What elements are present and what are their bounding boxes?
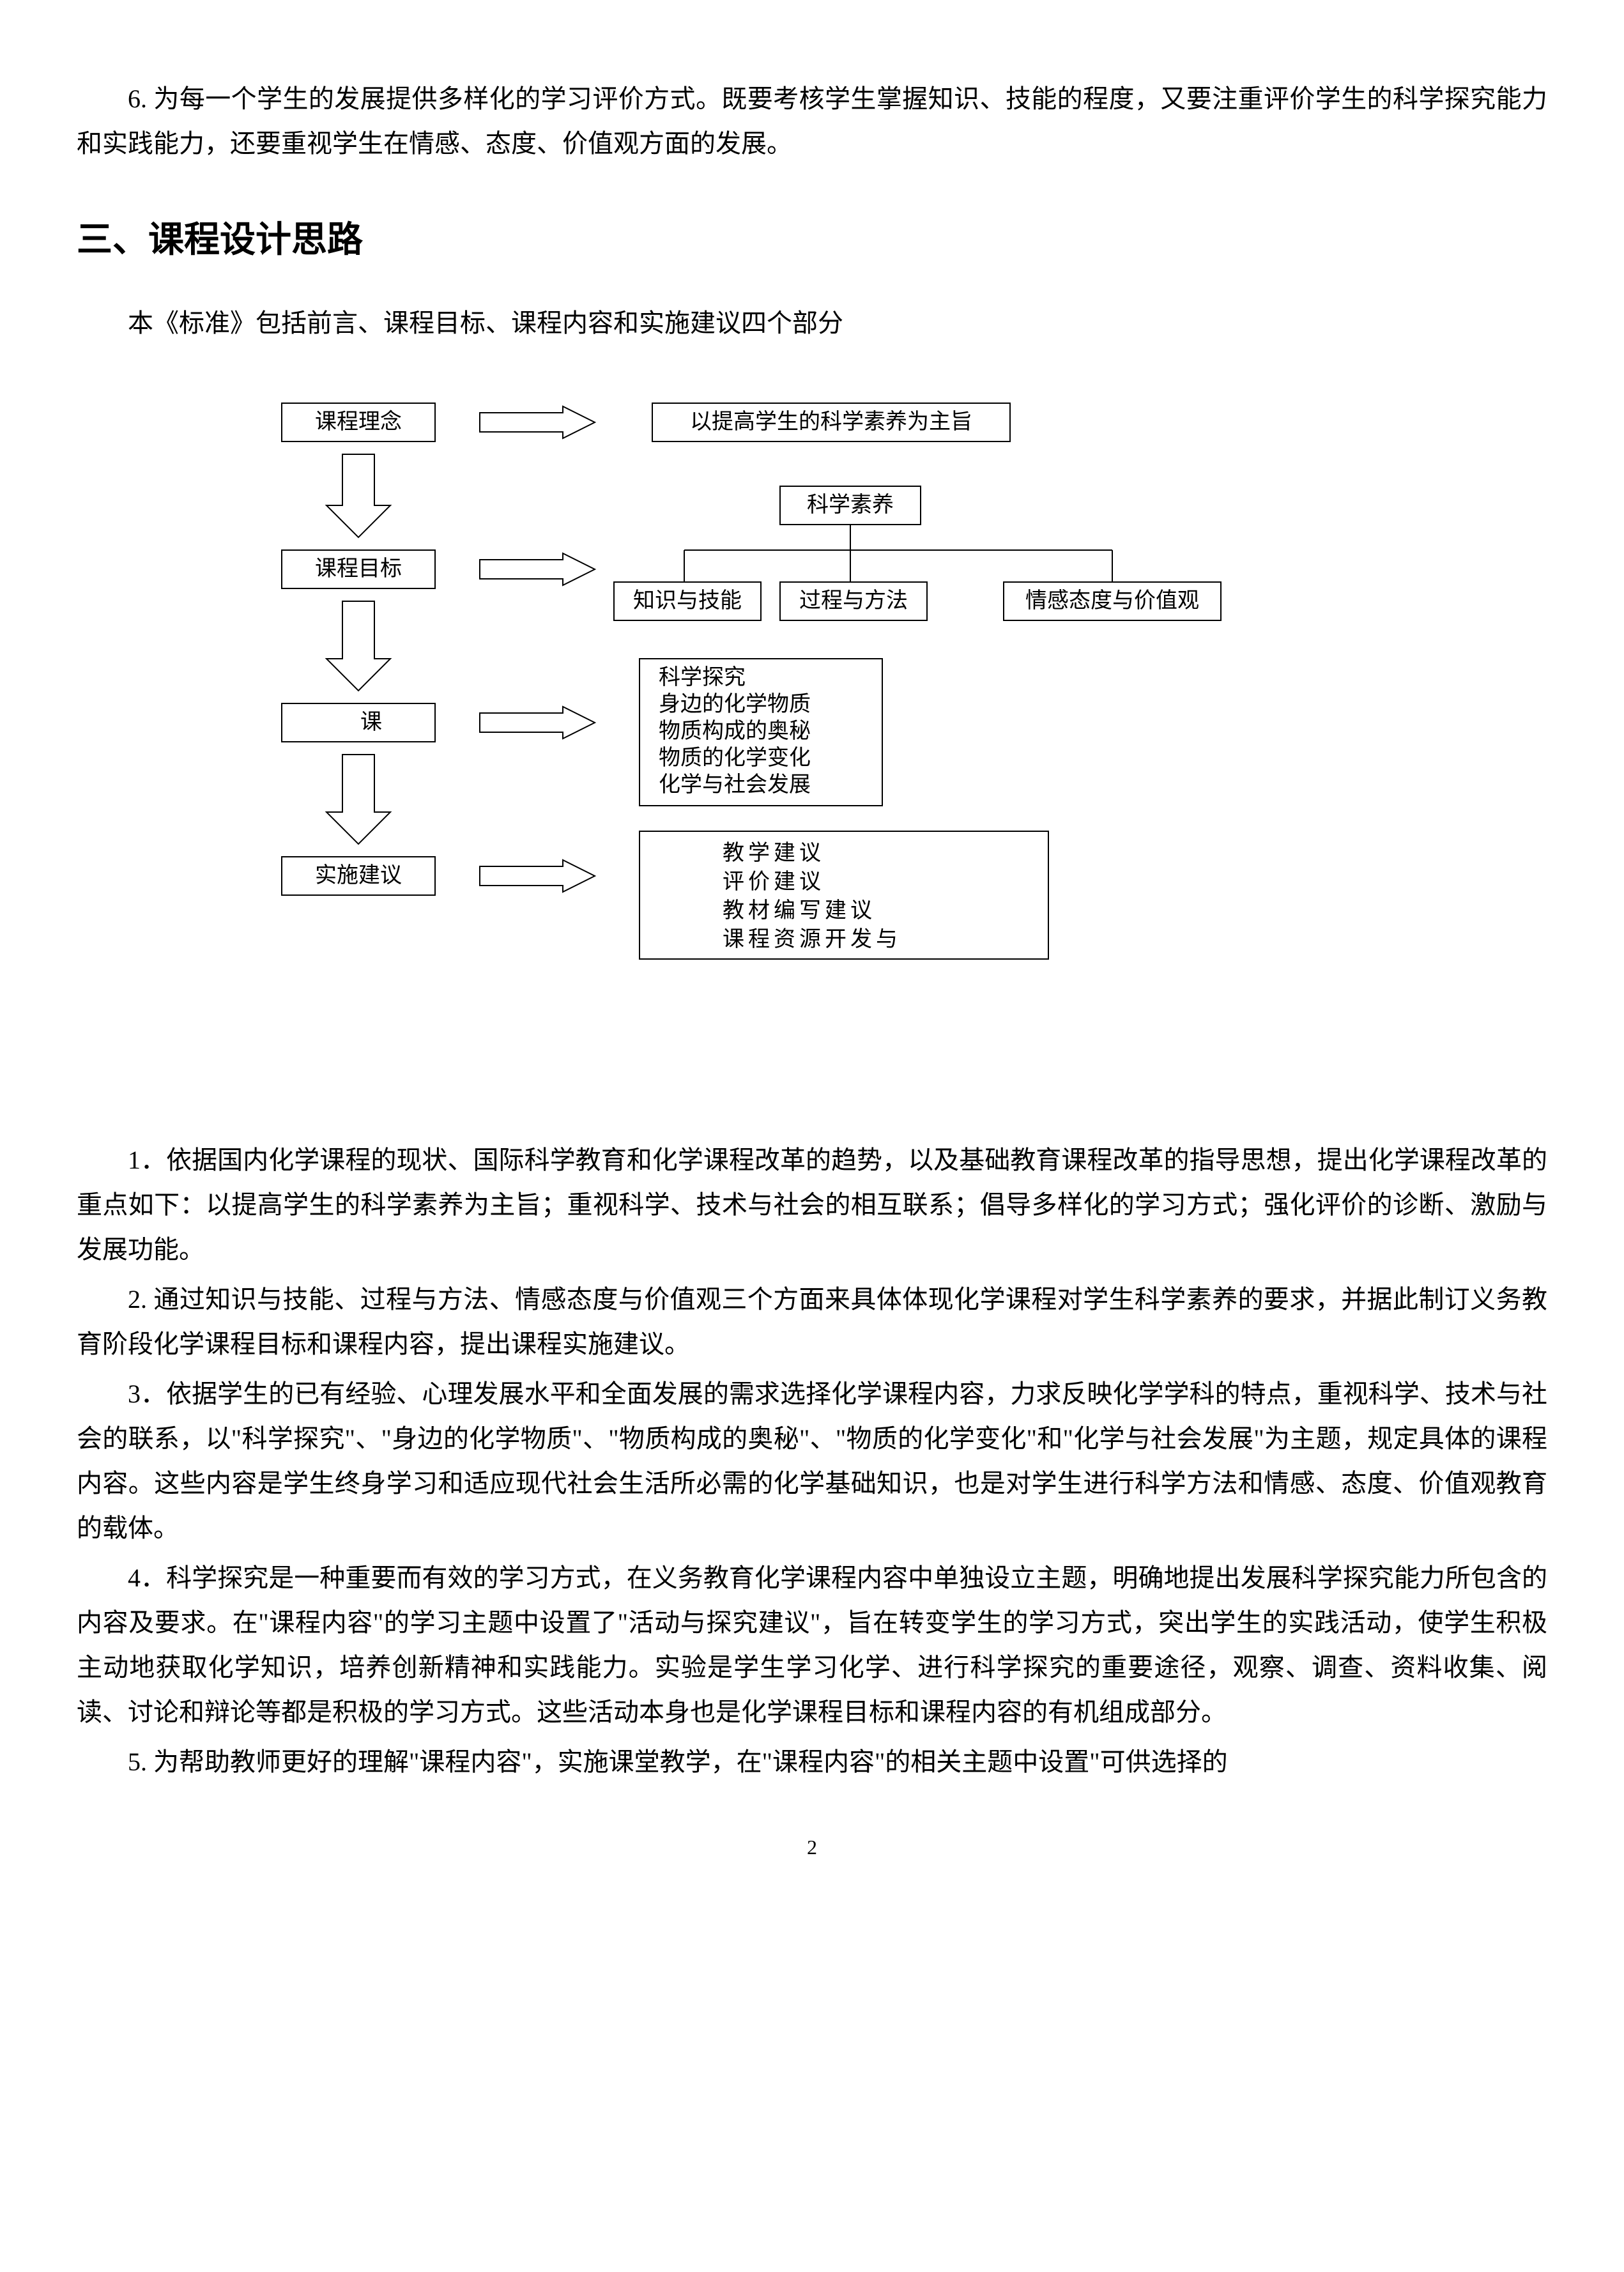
label-topic-1: 科学探究 [659,665,746,689]
right-arrow-1 [480,406,595,438]
label-process-method: 过程与方法 [799,588,908,613]
page-number: 2 [77,1836,1547,1859]
section-heading: 三、课程设计思路 [77,211,1547,263]
down-arrow-1 [326,454,390,537]
box-course-content [282,703,435,742]
body-p5: 5. 为帮助教师更好的理解"课程内容"，实施课堂教学，在"课程内容"的相关主题中… [77,1740,1547,1785]
body-p4: 4．科学探究是一种重要而有效的学习方式，在义务教育化学课程内容中单独设立主题，明… [77,1556,1547,1735]
right-arrow-3 [480,707,595,739]
label-suggest-3: 教材编写建议 [723,898,876,923]
intro-line: 本《标准》包括前言、课程目标、课程内容和实施建议四个部分 [77,301,1547,346]
label-topic-4: 物质的化学变化 [659,746,811,770]
down-arrow-3 [326,755,390,844]
label-course-goal: 课程目标 [315,556,402,581]
right-arrow-2 [480,553,595,585]
label-course-concept: 课程理念 [315,410,402,434]
label-topic-2: 身边的化学物质 [659,692,811,716]
label-science-literacy: 科学素养 [807,493,894,517]
label-suggest-4: 课程资源开发与 [723,927,901,951]
body-p2: 2. 通过知识与技能、过程与方法、情感态度与价值观三个方面来具体体现化学课程对学… [77,1277,1547,1367]
label-implementation: 实施建议 [315,863,402,887]
down-arrow-2 [326,601,390,691]
label-knowledge-skill: 知识与技能 [633,588,742,613]
label-topic-5: 化学与社会发展 [659,772,811,797]
label-suggest-1: 教学建议 [723,841,825,865]
right-arrow-4 [480,860,595,892]
label-suggest-2: 评价建议 [723,870,825,894]
flowchart-diagram: 课程理念 课程目标 课 实施建议 以提高学生的科学素养为主旨 科学素养 知识与技… [205,390,1419,1080]
label-main-aim: 以提高学生的科学素养为主旨 [690,410,972,434]
label-course-content: 课 [360,710,382,734]
intro-paragraph-6: 6. 为每一个学生的发展提供多样化的学习评价方式。既要考核学生掌握知识、技能的程… [77,77,1547,166]
body-p1: 1．依据国内化学课程的现状、国际科学教育和化学课程改革的趋势，以及基础教育课程改… [77,1138,1547,1272]
label-emotion-attitude: 情感态度与价值观 [1025,588,1199,613]
label-topic-3: 物质构成的奥秘 [659,719,811,743]
body-p3: 3．依据学生的已有经验、心理发展水平和全面发展的需求选择化学课程内容，力求反映化… [77,1372,1547,1551]
